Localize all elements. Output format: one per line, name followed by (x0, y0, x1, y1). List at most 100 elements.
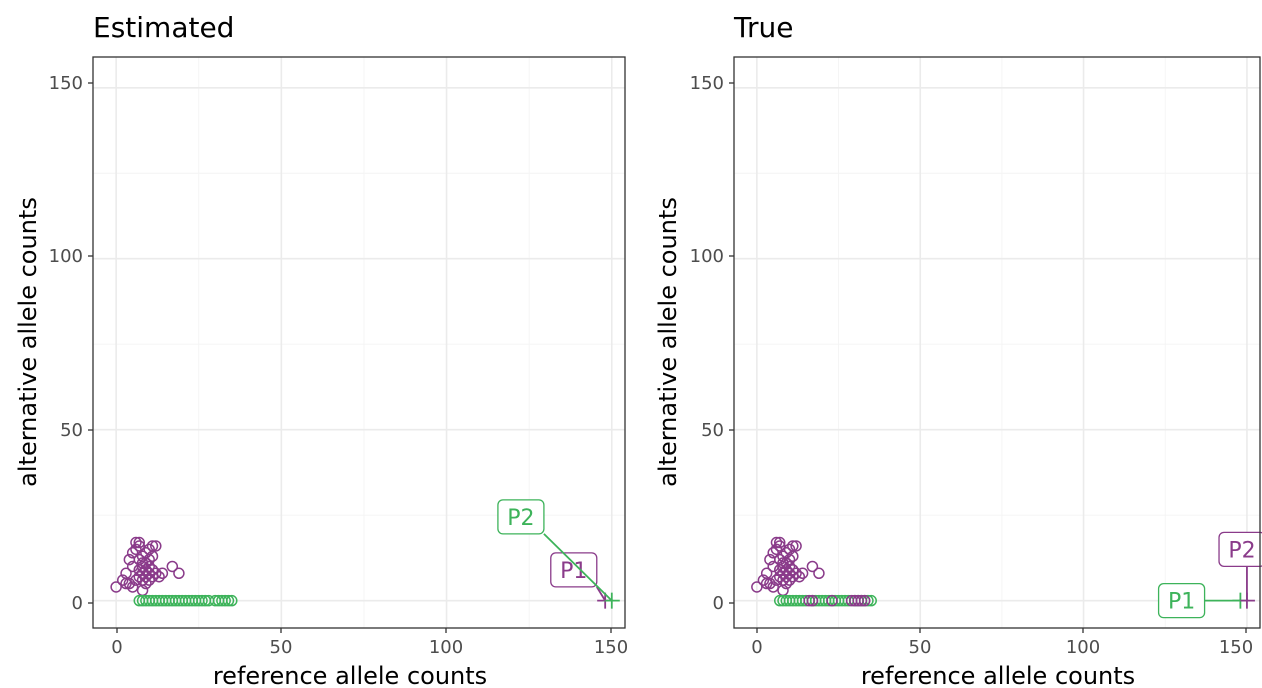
scatter-point (783, 567, 796, 580)
scatter-point (136, 557, 149, 569)
scatter-point (780, 564, 793, 576)
scatter-point (777, 557, 789, 569)
x-axis-ticks-estimated: 0 50 100 150 (111, 628, 628, 658)
scatter-point (126, 547, 139, 559)
scatter-point (787, 570, 799, 583)
point-label-text: P2 (507, 506, 534, 531)
scatter-point (777, 574, 789, 586)
scatter-point (140, 564, 152, 576)
scatter-point (219, 594, 231, 607)
scatter-point (130, 543, 142, 556)
x-tick-label: 50 (909, 637, 932, 658)
scatter-point (143, 567, 155, 580)
scatter-point (133, 536, 146, 549)
scatter-point (116, 574, 129, 586)
scatter-point (133, 540, 146, 552)
plot-area-true: P1 P2 (733, 56, 1262, 629)
scatter-point (222, 594, 235, 607)
scatter-point (133, 570, 146, 583)
scatter-point (143, 560, 155, 573)
data-points-estimated (110, 536, 620, 609)
scatter-point (140, 570, 152, 583)
scatter-point (130, 536, 142, 549)
y-tick-label: 150 (49, 73, 83, 94)
y-tick-label: 0 (72, 593, 83, 614)
scatter-point (226, 594, 238, 607)
scatter-point (136, 574, 149, 586)
scatter-point (855, 594, 868, 607)
scatter-point (767, 581, 779, 593)
scatter-point (826, 594, 838, 607)
panel-title-estimated: Estimated (93, 11, 234, 44)
gridlines-estimated (93, 57, 625, 628)
scatter-point (787, 540, 799, 552)
label-box (497, 499, 545, 535)
label-box (550, 552, 598, 588)
scatter-point (790, 567, 802, 580)
y-tick-label: 100 (690, 246, 724, 267)
scatter-point (803, 594, 815, 607)
scatter-point (126, 581, 139, 593)
y-axis-ticks-estimated: 0 50 100 150 (49, 73, 93, 614)
point-label-text: P2 (1228, 538, 1255, 563)
scatter-point (123, 577, 136, 590)
y-tick-label: 100 (49, 246, 83, 267)
scatter-point (764, 577, 776, 590)
panel-estimated: Estimated reference allele counts altern… (14, 11, 628, 688)
scatter-point (780, 547, 793, 559)
scatter-point (146, 540, 159, 552)
scatter-point (150, 567, 162, 580)
scatter-point (146, 564, 159, 576)
scatter-point (780, 570, 793, 583)
x-axis-label-true: reference allele counts (861, 662, 1135, 688)
scatter-point (770, 543, 783, 556)
scatter-point (858, 594, 871, 607)
x-tick-label: 0 (751, 637, 762, 658)
label-leader-line (543, 533, 613, 602)
scatter-point (813, 567, 825, 580)
scatter-point (783, 543, 796, 556)
scatter-point (852, 594, 864, 607)
x-tick-label: 50 (270, 637, 293, 658)
scatter-point (773, 570, 786, 583)
y-axis-label-true: alternative allele counts (654, 197, 682, 487)
x-tick-label: 100 (429, 637, 463, 658)
scatter-point (806, 560, 819, 573)
scatter-point (130, 574, 142, 586)
panel-border-estimated (92, 56, 626, 629)
scatter-point (793, 570, 806, 583)
scatter-point (790, 540, 802, 552)
y-axis-label-estimated: alternative allele counts (14, 197, 42, 487)
y-axis-ticks-true: 0 50 100 150 (690, 73, 734, 614)
scatter-point (760, 567, 773, 580)
scatter-point (146, 570, 159, 583)
scatter-point (796, 567, 809, 580)
x-tick-label: 0 (111, 637, 122, 658)
x-tick-label: 100 (1066, 637, 1100, 658)
scatter-point (780, 577, 793, 590)
scatter-point (150, 540, 162, 552)
panel-true: True reference allele counts alternative… (654, 11, 1262, 688)
scatter-point (140, 547, 152, 559)
scatter-point (751, 581, 763, 593)
scatter-point (153, 570, 165, 583)
scatter-point (166, 560, 179, 573)
scatter-point (787, 564, 799, 576)
data-points-true (751, 536, 1255, 609)
point-label-text: P1 (1168, 590, 1195, 615)
x-tick-label: 150 (594, 637, 628, 658)
panel-title-true: True (733, 11, 793, 44)
gridlines-true (734, 57, 1260, 628)
label-box (1157, 582, 1206, 619)
scatter-point (143, 543, 155, 556)
scatter-point (156, 567, 169, 580)
scatter-point (767, 547, 779, 559)
scatter-point (173, 567, 185, 580)
y-tick-label: 50 (701, 420, 724, 441)
scatter-point (140, 577, 152, 590)
scatter-point (757, 574, 770, 586)
scatter-point (110, 581, 122, 593)
